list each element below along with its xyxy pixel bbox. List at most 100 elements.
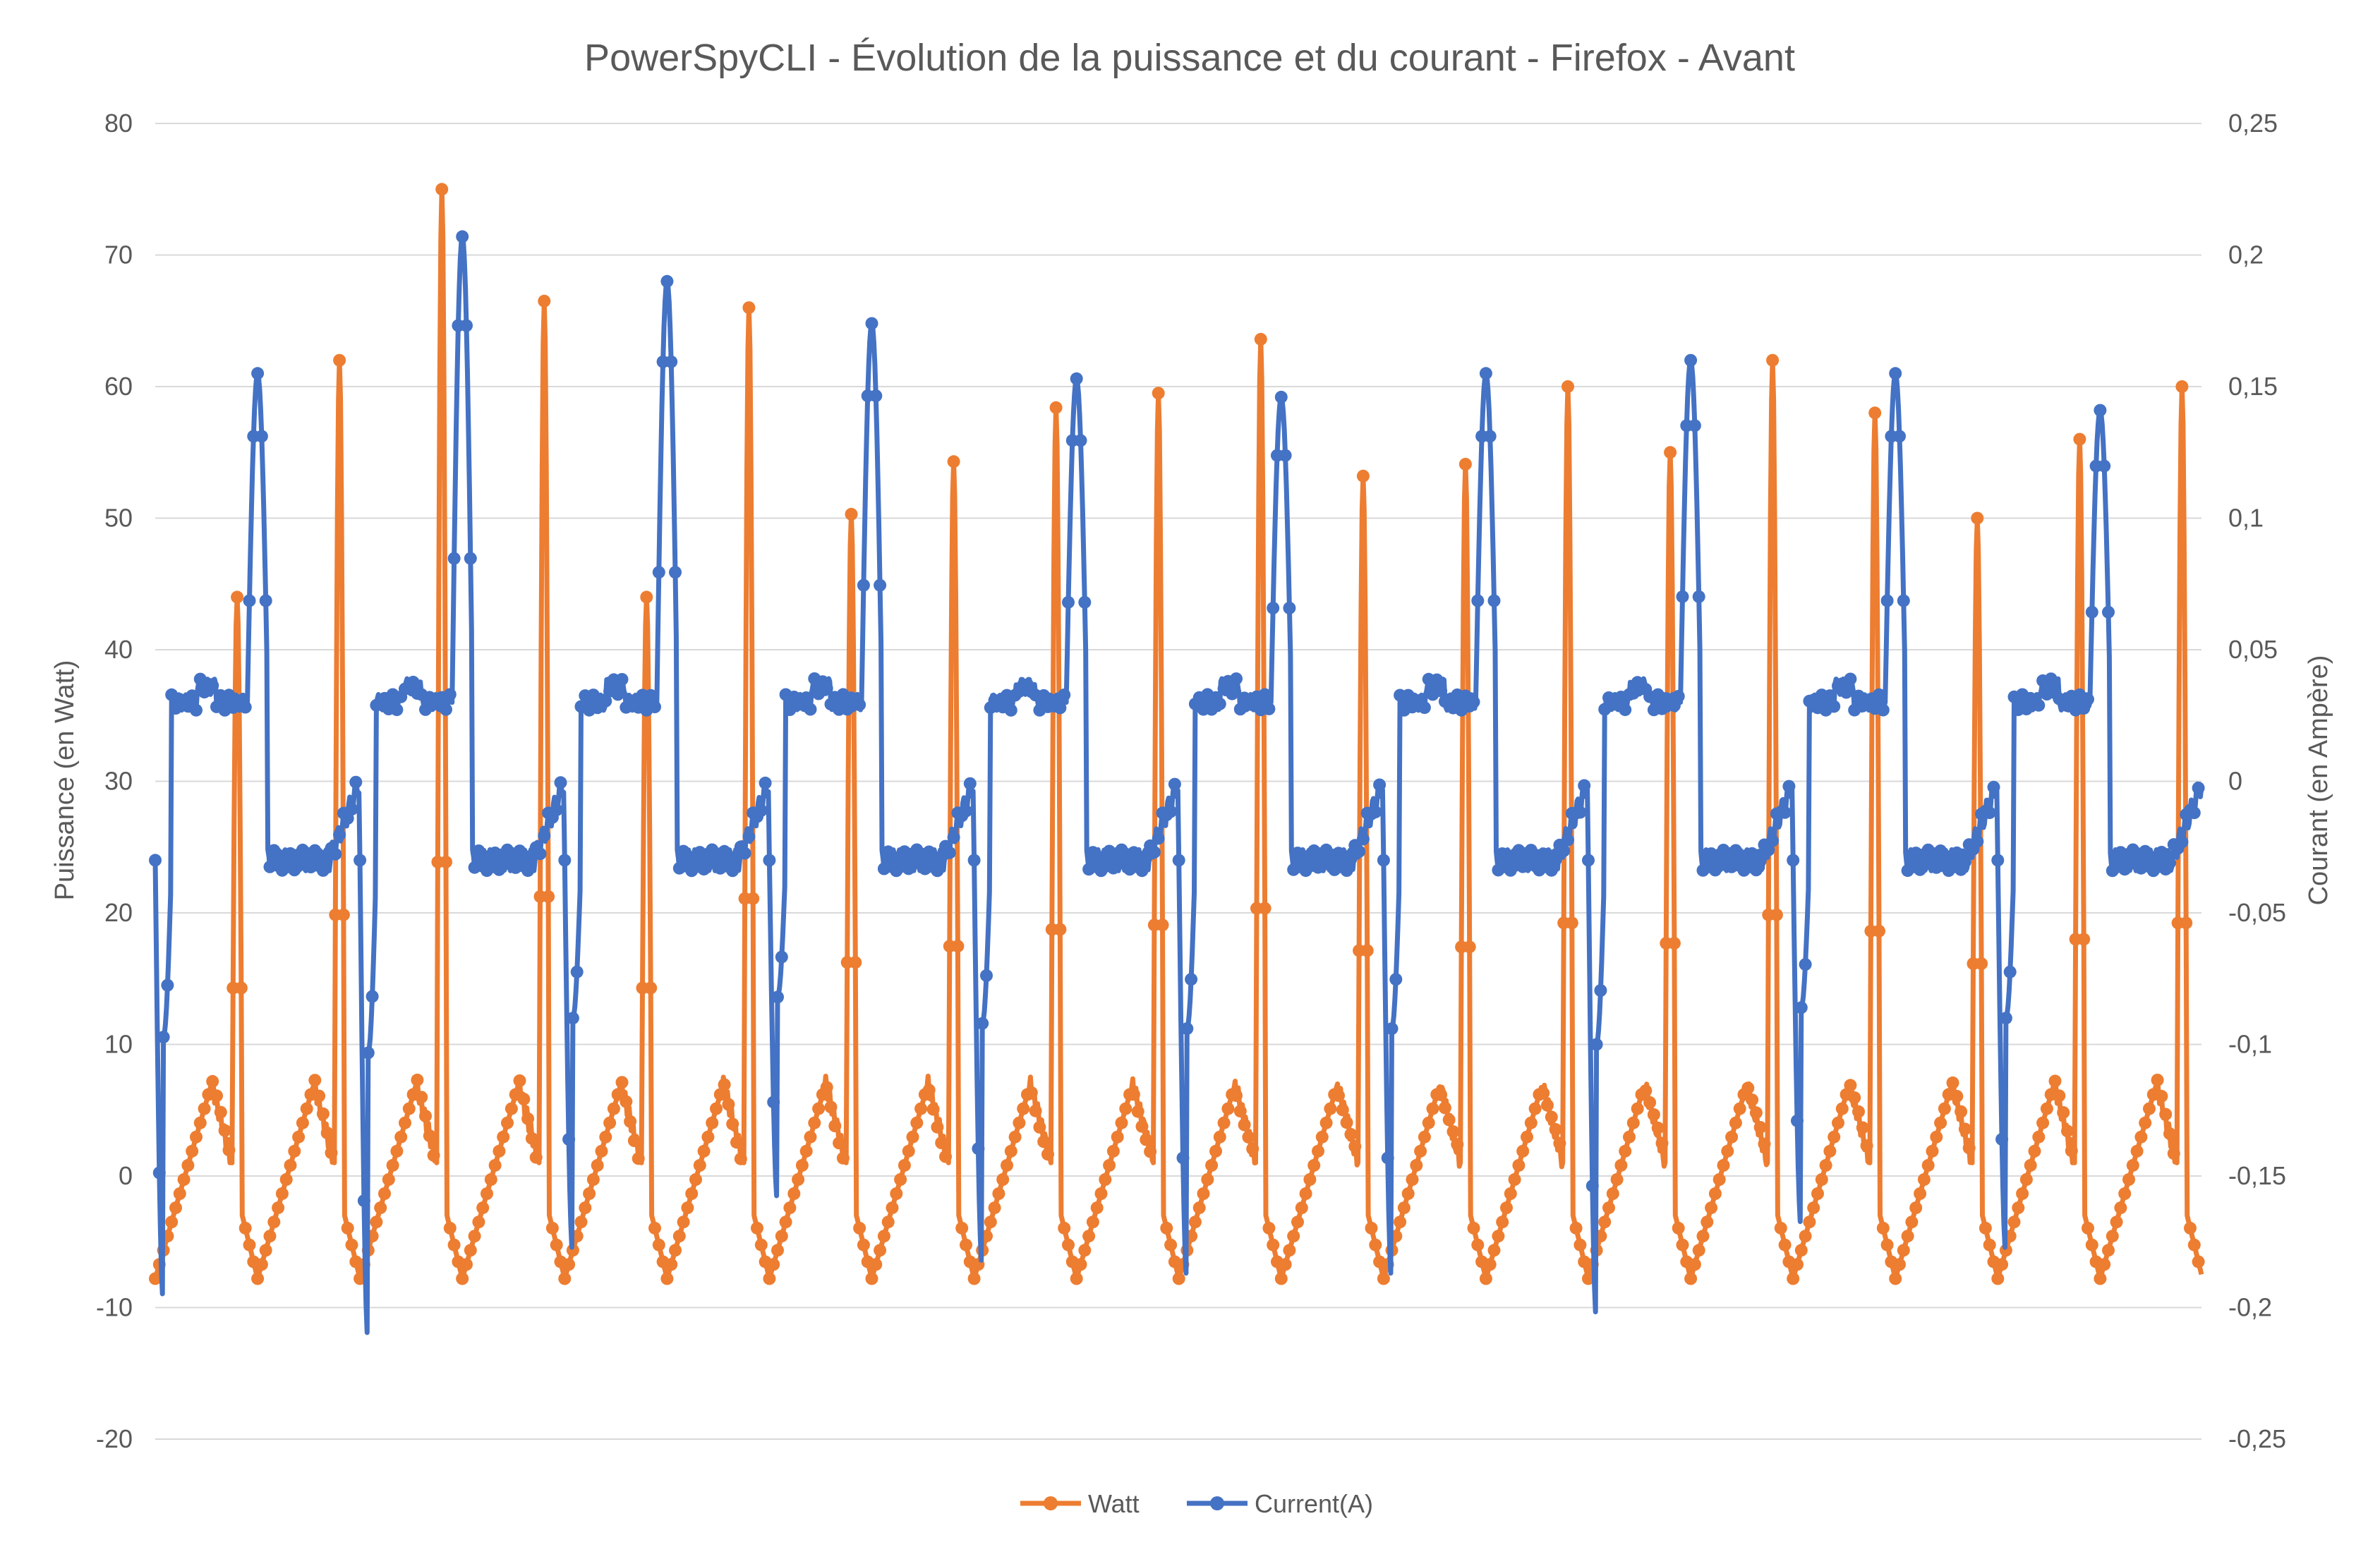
watt-series-point [799,1144,813,1158]
current-series-point [1279,449,1292,462]
watt-series-point [1135,1120,1149,1133]
current-series-point [1549,854,1562,867]
left-tick-label: 80 [104,109,133,138]
watt-series-point [1037,1135,1051,1148]
watt-series-point [1860,1139,1873,1152]
current-series-point [980,969,993,982]
current-series-point [1328,863,1341,876]
watt-series-point [456,1272,469,1285]
watt-series-point [2151,1074,2164,1086]
watt-series-point [701,1130,715,1144]
watt-series-point [648,1221,661,1235]
current-series-point [1471,594,1485,607]
watt-series-point [1058,1221,1071,1235]
watt-series-point [1156,919,1169,932]
current-series-point [685,864,699,878]
watt-series-point [1504,1187,1517,1200]
current-series-point [1524,844,1538,857]
watt-series-point [1070,1272,1083,1285]
watt-series-point [440,855,452,868]
watt-series-point [1041,1148,1054,1161]
watt-series-point [1758,1137,1771,1151]
watt-series-point [1483,1258,1497,1271]
watt-series-point [1626,1116,1640,1129]
watt-series-point [231,590,244,604]
watt-series-point [517,1093,531,1105]
current-series-point [554,776,567,789]
current-series-point [2192,782,2205,794]
watt-series-point [1434,1088,1448,1101]
current-series-point [275,863,289,877]
current-series-point [1782,780,1796,793]
left-tick-label: 60 [104,372,133,401]
watt-series-point [1262,1221,1276,1235]
current-series-point [890,864,903,878]
current-series-point [1766,834,1780,847]
watt-series-point [263,1230,277,1243]
watt-series-point [2053,1089,2066,1103]
watt-series-point [828,1120,842,1132]
current-series-point [1381,1151,1394,1165]
watt-series-point [259,1244,272,1257]
watt-series-point [1799,1230,1812,1243]
watt-series-point [1684,1272,1698,1285]
current-series-point [799,691,813,704]
current-series-point [853,698,866,711]
current-series-point [1512,844,1526,857]
watt-series-point [497,1130,510,1144]
watt-series-point [399,1116,411,1129]
right-tick-label: 0,25 [2228,109,2278,138]
watt-series-point [874,1244,887,1257]
current-series-point [1582,854,1595,867]
current-series-point [366,990,379,1003]
watt-series-point [1283,1244,1296,1257]
watt-series-point [1131,1105,1144,1118]
current-series-point [1676,590,1689,603]
current-series-point [1578,779,1591,792]
watt-series-point [292,1130,306,1144]
current-series-point [2106,864,2119,878]
watt-series-point [1521,1130,1533,1144]
chart-title: PowerSpyCLI - Évolution de la puissance … [584,37,1795,79]
current-series-point [349,775,363,789]
watt-series-point [423,1129,436,1142]
watt-series-point [1062,1238,1075,1251]
current-series-point [1828,700,1841,713]
watt-series-point [1741,1081,1755,1095]
current-series-point [1487,594,1501,607]
watt-series-point [726,1117,739,1131]
watt-series-point [415,1091,428,1104]
watt-series-point [836,1151,850,1165]
watt-series-point [1733,1102,1746,1115]
watt-series-point [665,1258,678,1271]
watt-series-point [734,1152,747,1165]
watt-series-point [779,1215,792,1229]
watt-series-point [484,1173,497,1186]
current-series-point [238,701,252,714]
watt-series-point [1930,1130,1943,1144]
watt-series-point [1717,1158,1730,1172]
watt-series-point [1340,1116,1353,1129]
watt-series-point [2180,916,2193,930]
watt-series-point [1791,1258,1804,1271]
watt-series-point [1582,1272,1595,1285]
current-series-point [1062,595,1075,609]
watt-series-point [2024,1158,2037,1172]
watt-series-point [1442,1113,1456,1127]
current-series-point [460,319,473,332]
watt-series-point [481,1187,493,1200]
current-series-point [726,864,739,878]
watt-series-point [2036,1116,2050,1129]
current-series-point [1987,780,2000,794]
current-series-point [648,701,661,714]
current-series-point [1971,835,1984,848]
watt-series-point [595,1144,608,1158]
watt-series-point [443,1221,457,1235]
right-axis-ticks: 0,25 0,2 0,15 0,1 0,05 0 -0,05 -0,1 -0,15 -0,2 -0,… [2228,109,2286,1453]
current-series-point [1319,843,1333,856]
watt-series-point [1360,944,1374,957]
current-series-point [1794,1001,1808,1014]
current-series-point [157,1031,170,1044]
watt-series-point [1172,1272,1185,1285]
current-series-point [2175,835,2189,849]
